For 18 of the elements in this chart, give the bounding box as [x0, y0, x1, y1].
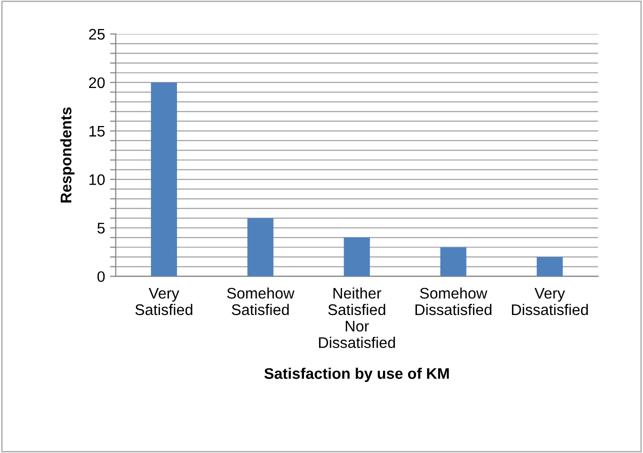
- y-tick-label: 25: [89, 28, 105, 40]
- bar: [344, 238, 370, 276]
- y-tick-label: 10: [89, 174, 105, 186]
- y-tick-label: 20: [89, 77, 105, 88]
- bar: [536, 256, 563, 276]
- bar: [247, 218, 274, 276]
- x-tick-label: Somehow Dissatisfied: [416, 287, 492, 316]
- x-tick-label: Very Dissatisfied: [512, 288, 588, 316]
- bar: [440, 247, 466, 276]
- y-tick-label: 5: [97, 222, 105, 234]
- x-tick-label: Very Satisfied: [135, 288, 192, 316]
- x-tick-label: Neither Satisfied Nor Dissatisfied: [319, 287, 395, 348]
- y-tick-label: 0: [97, 271, 105, 282]
- y-axis-title: Respondents: [60, 107, 74, 203]
- y-tick-label: 15: [89, 126, 105, 137]
- bar: [150, 82, 177, 276]
- x-axis-title: Satisfaction by use of KM: [264, 368, 449, 382]
- x-tick-label: Somehow Satisfied: [227, 287, 294, 316]
